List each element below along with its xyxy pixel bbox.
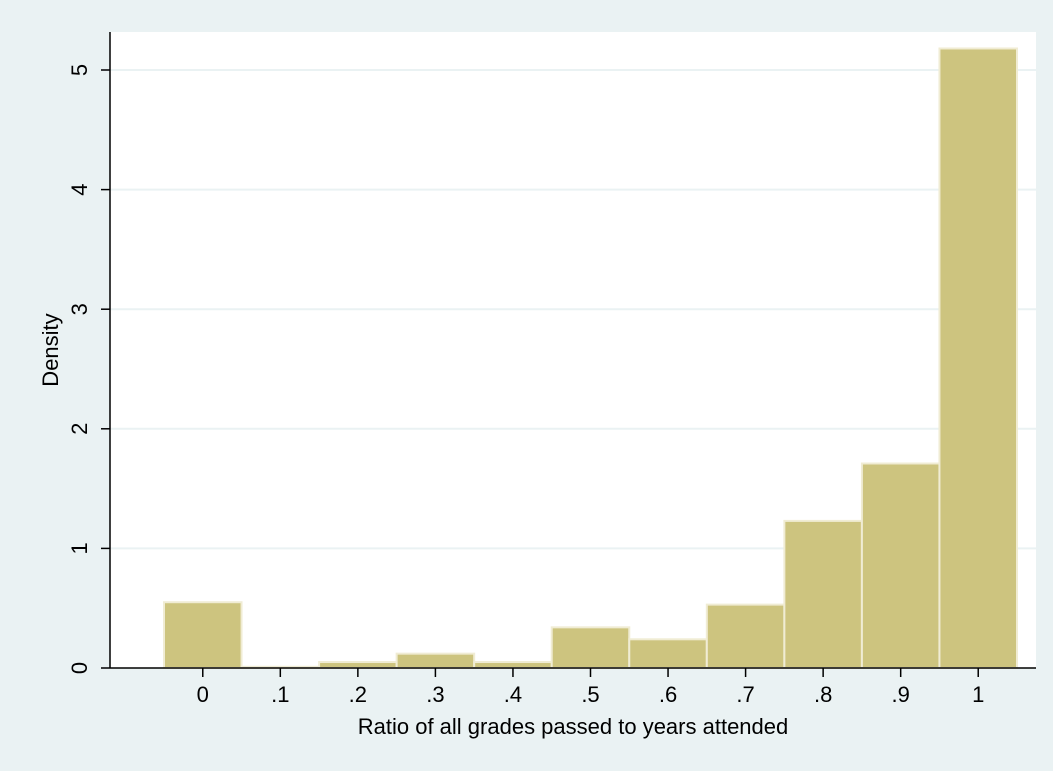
x-ticks: 0 .1 .2 .3 .4 .5 .6 .7 .8 .9 1 (197, 668, 984, 707)
x-tick-label-4: .4 (504, 682, 522, 707)
x-tick-label-8: .8 (814, 682, 832, 707)
x-tick-label-2: .2 (349, 682, 367, 707)
x-axis-title: Ratio of all grades passed to years atte… (358, 714, 789, 739)
y-tick-label-5: 5 (67, 64, 92, 76)
y-axis-title: Density (38, 313, 63, 386)
x-tick-label-3: .3 (426, 682, 444, 707)
bar-8 (783, 519, 863, 670)
y-ticks: 0 1 2 3 4 5 (67, 64, 110, 674)
y-tick-label-2: 2 (67, 423, 92, 435)
bar-4 (473, 661, 553, 670)
axes (109, 32, 1036, 669)
x-tick-label-0: 0 (197, 682, 209, 707)
x-tick-label-7: .7 (736, 682, 754, 707)
x-tick-label-1: .1 (271, 682, 289, 707)
bar-6 (628, 638, 708, 670)
bar-0 (163, 601, 243, 669)
y-tick-label-1: 1 (67, 542, 92, 554)
x-tick-label-10: 1 (972, 682, 984, 707)
bar-5 (550, 626, 631, 669)
y-tick-label-0: 0 (67, 662, 92, 674)
x-tick-label-5: .5 (581, 682, 599, 707)
bar-3 (395, 652, 476, 670)
y-tick-label-4: 4 (67, 183, 92, 195)
y-tick-label-3: 3 (67, 303, 92, 315)
x-tick-label-6: .6 (659, 682, 677, 707)
bar-7 (705, 603, 786, 669)
bar-9 (860, 462, 941, 670)
bar-10 (938, 47, 1018, 670)
bar-2 (318, 661, 398, 670)
x-tick-label-9: .9 (892, 682, 910, 707)
